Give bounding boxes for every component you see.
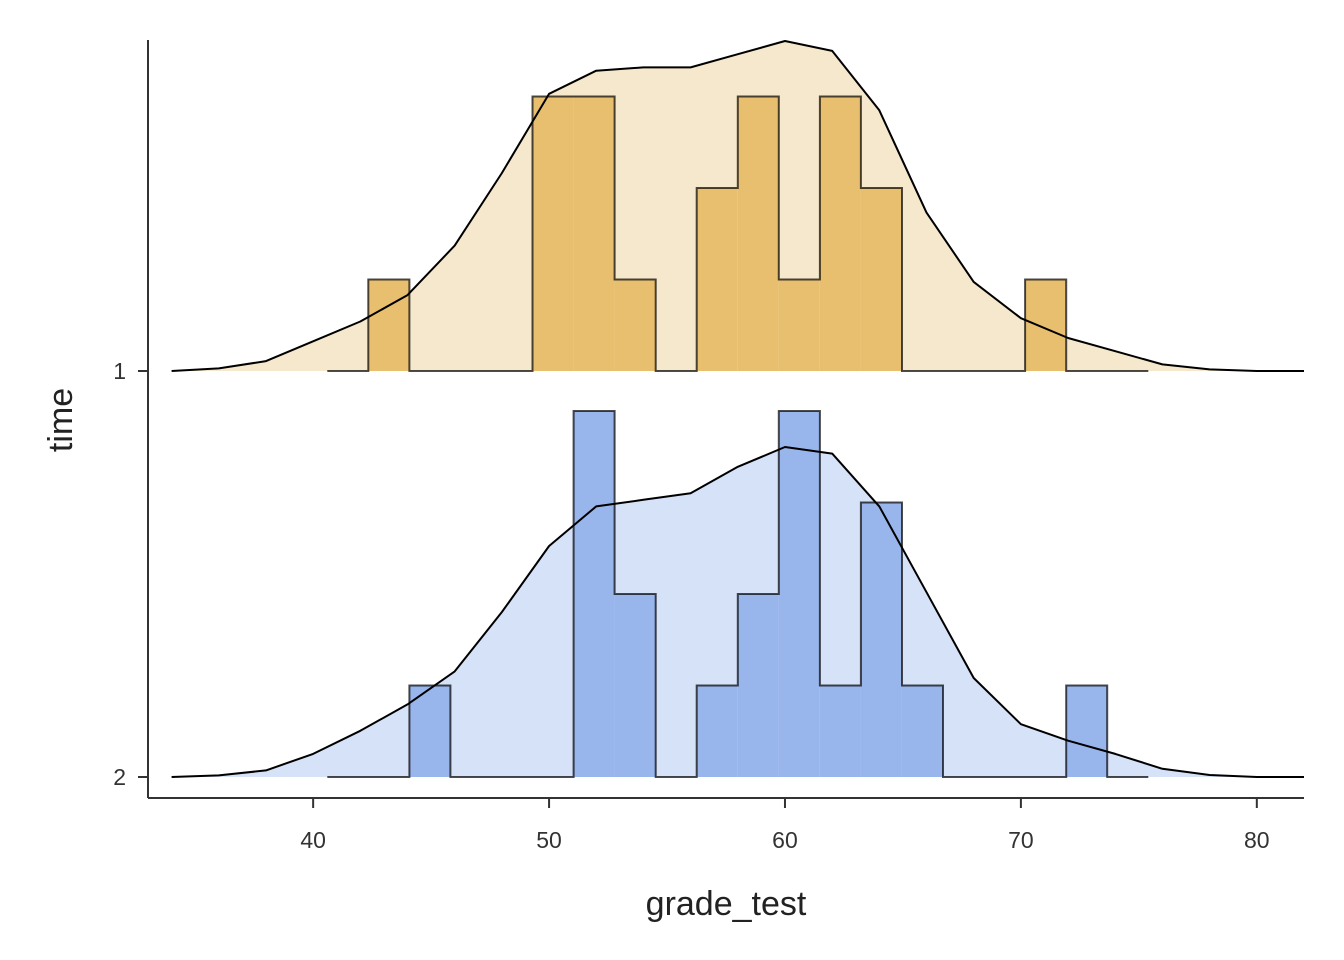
x-axis-title: grade_test [646, 885, 807, 923]
ridge-2 [171, 410, 1305, 778]
histogram-bar-1-6 [573, 96, 615, 371]
y-tick-label-1: 1 [113, 358, 126, 384]
histogram-bar-2-18 [1066, 685, 1108, 777]
histogram-bar-1-5 [532, 96, 574, 371]
x-tick-label-40: 40 [300, 827, 326, 853]
ridge-1 [171, 40, 1305, 372]
histogram-bar-2-10 [737, 594, 779, 777]
y-axis-title: time [42, 388, 80, 452]
histogram-outline-1 [327, 95, 1149, 372]
y-tick-label-2: 2 [113, 764, 126, 790]
histogram-outline-2 [327, 410, 1149, 778]
histogram-bar-1-12 [819, 96, 861, 371]
histogram-bar-2-14 [902, 685, 943, 777]
histogram-bar-1-17 [1025, 279, 1067, 371]
ridges [171, 40, 1305, 778]
histogram-bar-1-1 [368, 279, 410, 371]
density-line-2 [171, 446, 1304, 778]
histogram-bar-1-13 [860, 188, 902, 371]
histogram-bar-2-9 [696, 685, 738, 777]
histogram-bar-2-7 [614, 594, 656, 777]
histogram-bar-2-2 [409, 685, 451, 777]
density-line-1 [171, 40, 1304, 372]
y-axis-ticks: 12 [113, 358, 148, 790]
histogram-bar-1-11 [778, 279, 820, 371]
density-area-1 [171, 41, 1305, 371]
histogram-bar-2-11 [778, 411, 820, 777]
x-tick-label-70: 70 [1008, 827, 1034, 853]
x-axis-ticks: 40 50 60 70 80 [300, 798, 1270, 853]
x-tick-label-80: 80 [1244, 827, 1270, 853]
x-tick-label-60: 60 [772, 827, 798, 853]
histogram-bar-1-9 [696, 188, 738, 371]
histogram-bar-2-13 [860, 502, 902, 777]
histogram-bar-2-12 [819, 685, 861, 777]
x-tick-label-50: 50 [536, 827, 562, 853]
histogram-bar-1-7 [614, 279, 656, 371]
histogram-bar-1-10 [737, 96, 779, 371]
histogram-bar-2-6 [573, 411, 615, 777]
